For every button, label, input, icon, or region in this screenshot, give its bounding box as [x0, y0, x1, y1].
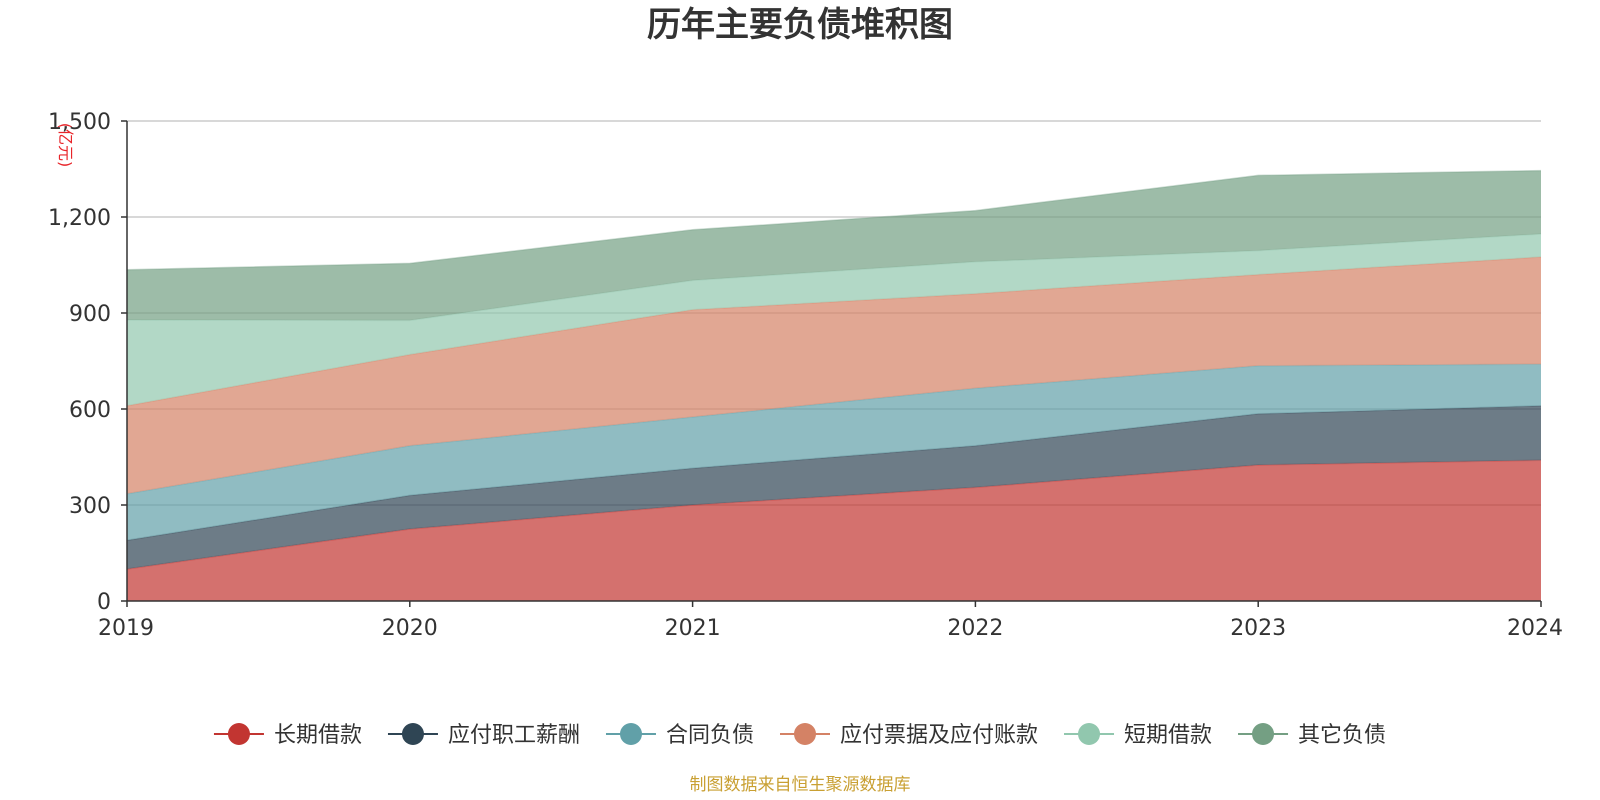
y-tick-label: 900: [69, 302, 111, 327]
legend-marker: [401, 723, 424, 745]
y-tick-label: 300: [69, 494, 111, 519]
area-其它负债: [127, 170, 1541, 321]
axes: [126, 121, 1541, 602]
x-tick-label: 2021: [665, 616, 721, 641]
area-短期借款: [127, 233, 1541, 406]
legend: 长期借款 应付职工薪酬 合同负债 应付票据及应付账款 短期借款 其它负债: [213, 723, 1386, 748]
line-长期借款: [126, 459, 1542, 570]
legend-marker: [1078, 723, 1101, 745]
line-其它负债: [126, 169, 1542, 271]
legend-item: 其它负债: [1238, 723, 1386, 748]
legend-marker: [619, 723, 642, 745]
y-tick-label: 0: [97, 590, 111, 615]
legend-item: 应付职工薪酬: [387, 723, 580, 748]
x-tick-label: 2022: [947, 616, 1003, 641]
y-tick-label: 600: [69, 398, 111, 423]
x-tick-label: 2019: [98, 616, 154, 641]
y-tick-label: 1,500: [48, 110, 111, 135]
y-tick-label: 1,200: [48, 206, 111, 231]
area-合同负债: [127, 364, 1541, 541]
legend-item: 应付票据及应付账款: [780, 723, 1038, 748]
legend-marker: [1252, 723, 1275, 745]
legend-label: 应付票据及应付账款: [840, 723, 1038, 748]
area-应付票据及应付账款: [127, 257, 1541, 494]
legend-item: 合同负债: [605, 723, 754, 748]
legend-label: 短期借款: [1124, 723, 1212, 748]
x-tick-label: 2020: [382, 616, 438, 641]
area-series: [126, 169, 1542, 601]
legend-label: 应付职工薪酬: [448, 723, 580, 748]
y-axis-ticks: 0 300 600 900 1,200 1,500: [48, 110, 127, 615]
legend-label: 其它负债: [1298, 723, 1386, 748]
legend-marker: [227, 723, 250, 745]
chart-title: 历年主要负债堆积图: [647, 5, 953, 45]
x-tick-label: 2024: [1507, 616, 1563, 641]
data-source-note: 制图数据来自恒生聚源数据库: [690, 775, 911, 795]
legend-marker: [794, 723, 816, 745]
x-tick-label: 2023: [1230, 616, 1286, 641]
legend-label: 长期借款: [274, 723, 362, 748]
legend-label: 合同负债: [666, 723, 754, 748]
area-应付职工薪酬: [127, 405, 1541, 569]
legend-item: 短期借款: [1064, 723, 1212, 748]
x-axis-ticks: 2019 2020 2021 2022 2023 2024: [98, 601, 1563, 641]
y-axis-unit-label: (亿元): [56, 123, 75, 168]
area-长期借款: [127, 460, 1541, 601]
legend-item: 长期借款: [213, 723, 362, 748]
